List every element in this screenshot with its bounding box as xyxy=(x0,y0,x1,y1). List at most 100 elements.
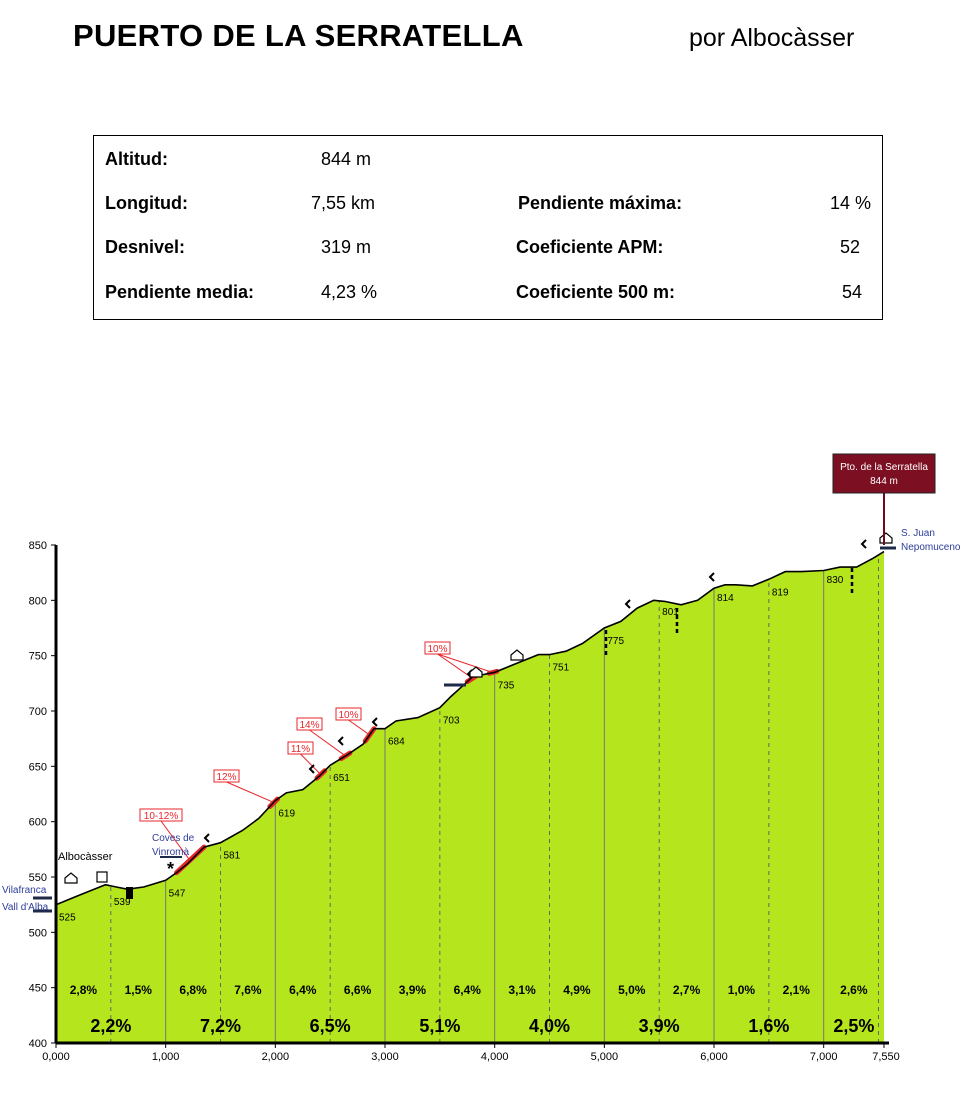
steep-label: 10% xyxy=(338,710,358,721)
steep-label-box xyxy=(287,741,314,755)
page-subtitle: por Albocàsser xyxy=(689,24,855,52)
place-label: Nepomuceno xyxy=(901,542,961,553)
house-icon xyxy=(469,666,483,678)
y-tick-label: 750 xyxy=(29,651,47,663)
elevation-label: 525 xyxy=(59,913,76,924)
steep-leader-line xyxy=(160,820,191,862)
stat-label-altitud: Altitud: xyxy=(105,149,168,169)
y-tick-label: 400 xyxy=(29,1038,47,1050)
steep-leader-line xyxy=(437,653,494,674)
km-gradient-label: 6,5% xyxy=(310,1016,351,1036)
x-tick-label: 7,550 xyxy=(872,1051,900,1063)
elevation-label: 814 xyxy=(717,593,734,604)
segment-gradient-label: 2,8% xyxy=(70,983,98,997)
summit-name: Pto. de la Serratella xyxy=(840,462,928,473)
segment-gradient-label: 5,0% xyxy=(618,983,646,997)
stat-label-pendiente-media: Pendiente media: xyxy=(105,282,255,302)
steep-leader-line xyxy=(226,781,274,803)
km-gradient-label: 2,2% xyxy=(90,1016,131,1036)
factory-icon xyxy=(96,871,108,883)
stat-label-longitud: Longitud: xyxy=(105,193,188,213)
segment-gradient-label: 1,5% xyxy=(125,983,153,997)
segment-gradient-label: 2,7% xyxy=(673,983,701,997)
x-tick-label: 2,000 xyxy=(262,1051,290,1063)
x-tick-label: 1,000 xyxy=(152,1051,180,1063)
segment-gradient-label: 2,1% xyxy=(783,983,811,997)
elevation-label: 819 xyxy=(772,587,789,598)
segment-gradient-label: 6,4% xyxy=(454,983,482,997)
steep-label-box xyxy=(213,769,240,783)
x-tick-label: 0,000 xyxy=(42,1051,70,1063)
segment-gradient-label: 2,6% xyxy=(840,983,868,997)
steep-label-box xyxy=(296,717,323,731)
km-gradient-label: 7,2% xyxy=(200,1016,241,1036)
segment-gradient-label: 4,9% xyxy=(563,983,591,997)
place-label: S. Juan xyxy=(901,528,935,539)
steep-label-box xyxy=(139,808,183,822)
stat-value-pendiente-media: 4,23 % xyxy=(321,282,378,302)
page-title: PUERTO DE LA SERRATELLA xyxy=(73,18,524,53)
segment-gradient-label: 3,9% xyxy=(399,983,427,997)
x-tick-label: 6,000 xyxy=(700,1051,728,1063)
steep-leader-line xyxy=(309,729,346,757)
steep-label: 11% xyxy=(291,744,310,755)
stat-value-pendiente-maxima: 14 % xyxy=(830,193,872,213)
place-label: Albocàsser xyxy=(58,851,113,863)
place-label: Vilafranca xyxy=(2,885,47,896)
elevation-label: 735 xyxy=(498,680,515,691)
house-icon xyxy=(510,649,524,661)
steep-label: 14% xyxy=(299,720,319,731)
direction-chevron-icon xyxy=(371,717,378,727)
x-tick-label: 4,000 xyxy=(481,1051,509,1063)
steep-label: 10-12% xyxy=(144,811,179,822)
bridge-marker-icon xyxy=(126,887,133,899)
y-tick-label: 500 xyxy=(29,927,47,939)
segment-gradient-label: 3,1% xyxy=(508,983,536,997)
house-icon xyxy=(64,872,78,884)
elevation-label: 703 xyxy=(443,716,460,727)
asterisk-icon: * xyxy=(167,859,174,879)
stat-label-coeficiente-apm: Coeficiente APM: xyxy=(516,237,664,257)
km-gradient-label: 2,5% xyxy=(833,1016,874,1036)
stat-value-coeficiente-apm: 52 xyxy=(840,237,861,257)
stats-panel: Altitud: 844 m Longitud: 7,55 km Desnive… xyxy=(93,135,883,320)
elevation-label: 775 xyxy=(607,636,624,647)
x-tick-label: 3,000 xyxy=(371,1051,399,1063)
y-tick-label: 650 xyxy=(29,761,47,773)
y-tick-label: 600 xyxy=(29,817,47,829)
elevation-label: 751 xyxy=(553,663,570,674)
steep-leader-line xyxy=(300,753,322,775)
km-gradient-label: 5,1% xyxy=(419,1016,460,1036)
direction-chevron-icon xyxy=(337,736,344,746)
place-label: Vall d'Alba xyxy=(2,902,49,913)
y-tick-label: 850 xyxy=(29,540,47,552)
elevation-label: 539 xyxy=(114,897,131,908)
elevation-label: 651 xyxy=(333,773,350,784)
stat-value-desnivel: 319 m xyxy=(321,237,372,257)
steep-label: 10% xyxy=(427,644,447,655)
km-gradient-label: 1,6% xyxy=(748,1016,789,1036)
km-gradient-label: 4,0% xyxy=(529,1016,570,1036)
direction-chevron-icon xyxy=(624,599,631,609)
stat-value-longitud: 7,55 km xyxy=(311,193,376,213)
steep-leader-line xyxy=(348,719,370,736)
direction-chevron-icon xyxy=(860,539,867,549)
stat-value-altitud: 844 m xyxy=(321,149,372,169)
elevation-label: 684 xyxy=(388,737,405,748)
direction-chevron-icon xyxy=(203,833,210,843)
stat-value-coeficiente-500m: 54 xyxy=(842,282,863,302)
profile-outline xyxy=(55,550,885,906)
place-label: Coves de xyxy=(152,833,195,844)
segment-gradient-label: 6,8% xyxy=(179,983,207,997)
elevation-label: 830 xyxy=(827,575,844,586)
direction-chevron-icon xyxy=(708,572,715,582)
segment-gradient-label: 6,4% xyxy=(289,983,317,997)
house-icon xyxy=(879,532,893,544)
x-tick-label: 7,000 xyxy=(810,1051,838,1063)
direction-chevron-icon xyxy=(308,764,315,774)
stat-label-desnivel: Desnivel: xyxy=(105,237,186,257)
x-tick-label: 5,000 xyxy=(591,1051,619,1063)
elevation-label: 547 xyxy=(169,888,186,899)
elevation-label: 581 xyxy=(224,851,241,862)
steep-label: 12% xyxy=(216,772,236,783)
